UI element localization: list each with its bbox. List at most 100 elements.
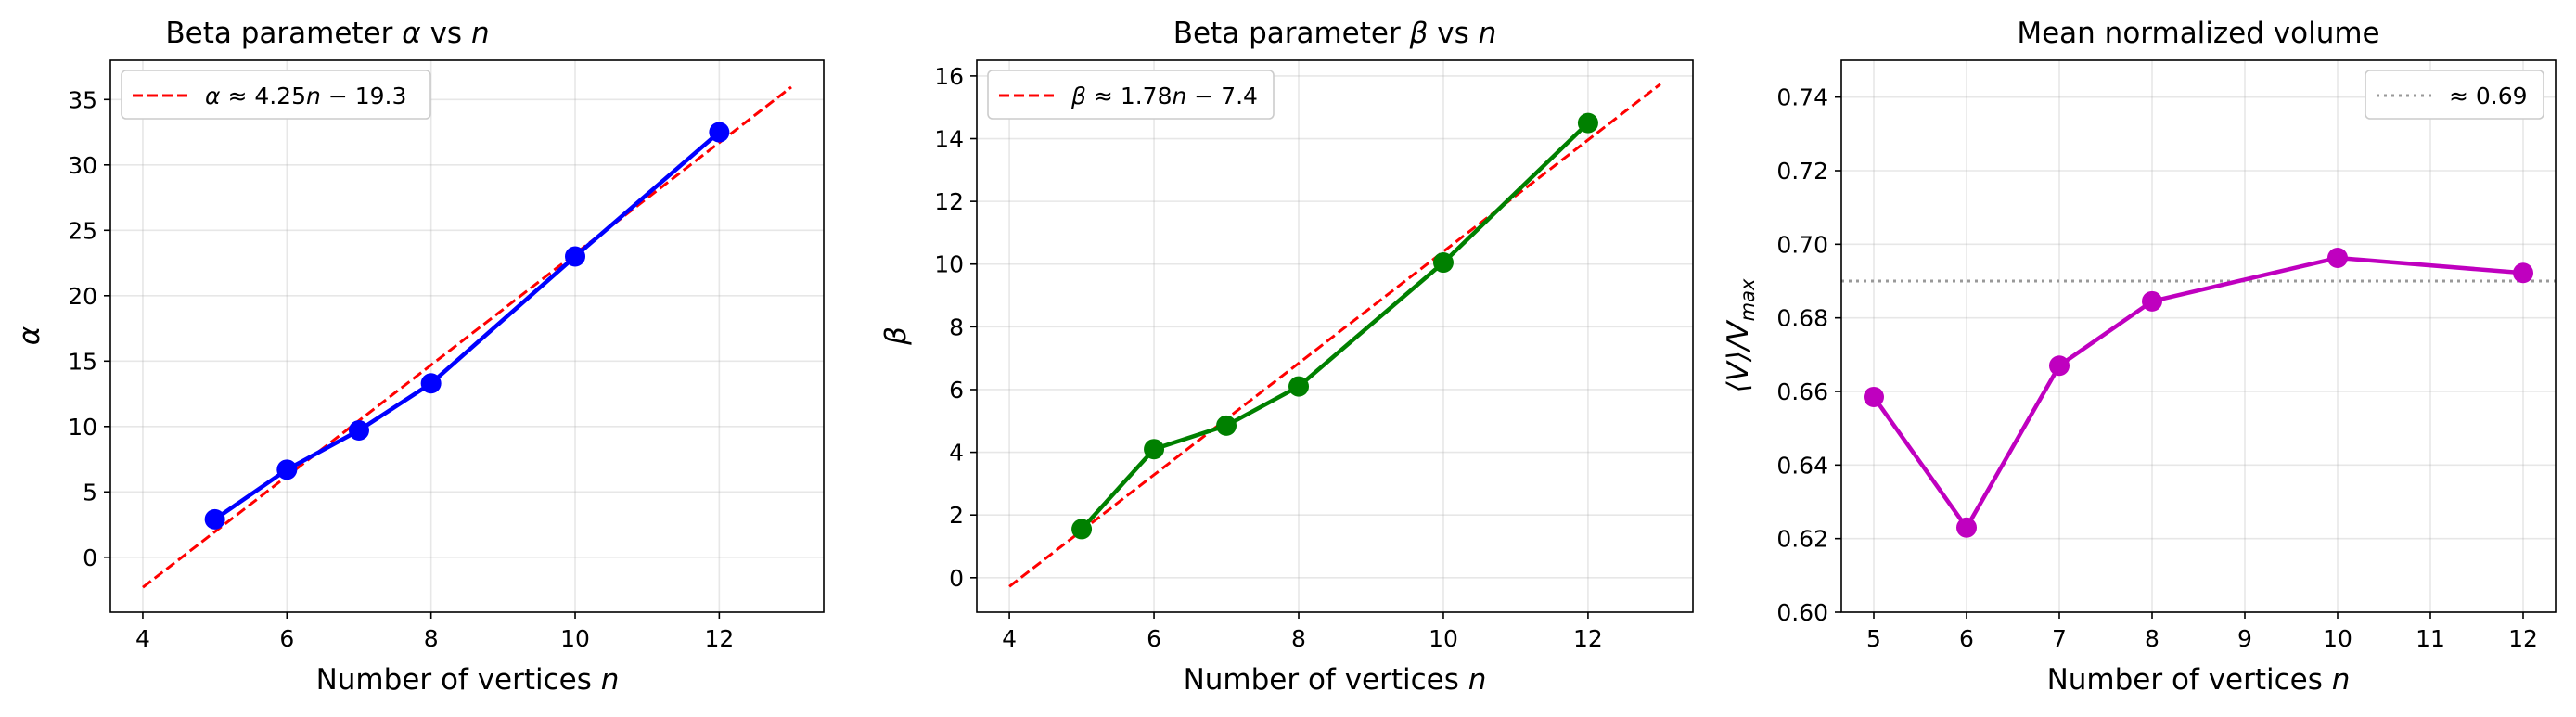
y-tick-label: 0.62 [1776, 526, 1828, 553]
data-series-line [1872, 255, 2524, 531]
panel-volume-grid [1841, 60, 2556, 613]
x-tick-label: 12 [2508, 625, 2538, 652]
panel-beta-xlabel: Number of vertices n [1184, 663, 1487, 697]
x-tick-label: 8 [2145, 625, 2159, 652]
data-point [1288, 376, 1310, 397]
data-point [709, 122, 730, 143]
panel-volume-legend-box [2365, 70, 2544, 120]
data-point [1071, 519, 1093, 540]
panel-beta-title: Beta parameter β vs n [1173, 17, 1497, 50]
panel-alpha-frame [109, 59, 825, 613]
y-tick-label: 16 [934, 63, 964, 90]
y-tick-label: 0.66 [1776, 378, 1828, 405]
panel-volume-series [1841, 248, 2556, 538]
y-tick-label: 0.74 [1776, 84, 1828, 111]
panel-beta-series [1008, 83, 1661, 588]
y-tick-label: 0.72 [1776, 158, 1828, 185]
panel-beta-xticks: 4 6 8 10 12 [1002, 612, 1603, 652]
panel-volume-xticks: 5 6 7 8 9 10 11 12 [1866, 612, 2538, 652]
x-tick-label: 10 [1429, 625, 1458, 652]
data-point [1864, 386, 1884, 407]
y-tick-label: 0.70 [1776, 231, 1828, 258]
x-tick-label: 8 [424, 625, 439, 652]
panel-alpha: Beta parameter α vs n 4 6 8 10 12 0 5 10 15 20 25… [13, 17, 825, 697]
y-tick-label: 0 [949, 565, 964, 592]
panel-volume-legend: ≈ 0.69 [2365, 70, 2544, 120]
panel-beta-legend-label: β ≈ 1.78n − 7.4 [1070, 83, 1258, 109]
x-tick-label: 6 [1147, 625, 1161, 652]
panel-alpha-legend: α ≈ 4.25n − 19.3 [121, 70, 431, 120]
x-tick-label: 12 [704, 625, 734, 652]
x-tick-label: 6 [279, 625, 294, 652]
panel-beta-yticks: 0 2 4 6 8 10 12 14 16 [934, 63, 977, 592]
y-tick-label: 2 [949, 502, 964, 529]
panel-beta-frame [976, 59, 1694, 613]
x-tick-label: 4 [135, 625, 150, 652]
panel-alpha-legend-label: α ≈ 4.25n − 19.3 [205, 83, 406, 109]
panel-alpha-yticks: 0 5 10 15 20 25 30 35 [68, 86, 110, 571]
panel-alpha-series [142, 85, 792, 589]
y-tick-label: 0.68 [1776, 305, 1828, 332]
y-tick-label: 0.60 [1776, 599, 1828, 626]
y-tick-label: 35 [68, 86, 97, 113]
y-tick-label: 15 [68, 348, 97, 375]
y-tick-label: 6 [949, 377, 964, 403]
data-point [1432, 252, 1454, 274]
data-point [1577, 112, 1598, 134]
panel-volume-yticks: 0.60 0.62 0.64 0.66 0.68 0.70 0.72 0.74 [1776, 84, 1841, 626]
data-point [2049, 355, 2070, 377]
y-tick-label: 8 [949, 314, 964, 340]
x-tick-label: 5 [1866, 625, 1881, 652]
panel-alpha-grid [110, 60, 824, 612]
data-point [348, 420, 369, 442]
panel-beta: Beta parameter β vs n 4 6 8 10 12 0 2 4 6 8 10 12 1… [879, 17, 1694, 697]
data-point [2327, 248, 2348, 269]
y-tick-label: 5 [83, 479, 97, 506]
y-tick-label: 10 [934, 251, 964, 278]
fit-line [1008, 83, 1661, 588]
data-point [2513, 262, 2533, 284]
data-point [1216, 415, 1237, 436]
data-point [2142, 290, 2162, 312]
data-series-line [213, 130, 721, 521]
panel-beta-ylabel: β [879, 326, 913, 346]
panel-alpha-title: Beta parameter α vs n [165, 17, 489, 50]
data-point [1144, 439, 1165, 460]
panel-volume-frame [1840, 59, 2557, 613]
y-tick-label: 10 [68, 414, 97, 441]
y-tick-label: 20 [68, 283, 97, 310]
panel-alpha-ylabel: α [13, 326, 46, 345]
x-tick-label: 4 [1002, 625, 1017, 652]
data-point [204, 508, 225, 530]
panel-volume-xlabel: Number of vertices n [2047, 663, 2351, 697]
data-point [276, 459, 298, 480]
x-tick-label: 10 [560, 625, 590, 652]
panel-volume: Mean normalized volume 5 6 7 8 9 10 11 12 0.600… [1722, 17, 2557, 697]
x-tick-label: 9 [2237, 625, 2252, 652]
panel-volume-legend-label: ≈ 0.69 [2449, 83, 2528, 109]
panel-alpha-xlabel: Number of vertices n [316, 663, 620, 697]
y-tick-label: 14 [934, 126, 964, 153]
y-tick-label: 30 [68, 152, 97, 179]
data-point [420, 373, 442, 394]
data-point [565, 246, 586, 267]
x-tick-label: 6 [1959, 625, 1974, 652]
x-tick-label: 12 [1573, 625, 1603, 652]
panel-beta-legend: β ≈ 1.78n − 7.4 [987, 70, 1275, 120]
x-tick-label: 8 [1291, 625, 1306, 652]
fit-line [142, 85, 792, 589]
data-point [1956, 517, 1977, 538]
panel-beta-legend-box [987, 70, 1275, 120]
y-tick-label: 0 [83, 544, 97, 571]
x-tick-label: 11 [2416, 625, 2445, 652]
panel-alpha-legend-box [121, 70, 431, 120]
panel-alpha-xticks: 4 6 8 10 12 [135, 612, 734, 652]
panel-volume-title: Mean normalized volume [2017, 17, 2379, 50]
y-tick-label: 12 [934, 188, 964, 215]
panel-volume-ylabel: ⟨V⟩/Vmax [1722, 278, 1759, 392]
y-tick-label: 25 [68, 217, 97, 244]
data-series-line [1080, 121, 1590, 531]
x-tick-label: 10 [2323, 625, 2352, 652]
y-tick-label: 4 [949, 440, 964, 467]
